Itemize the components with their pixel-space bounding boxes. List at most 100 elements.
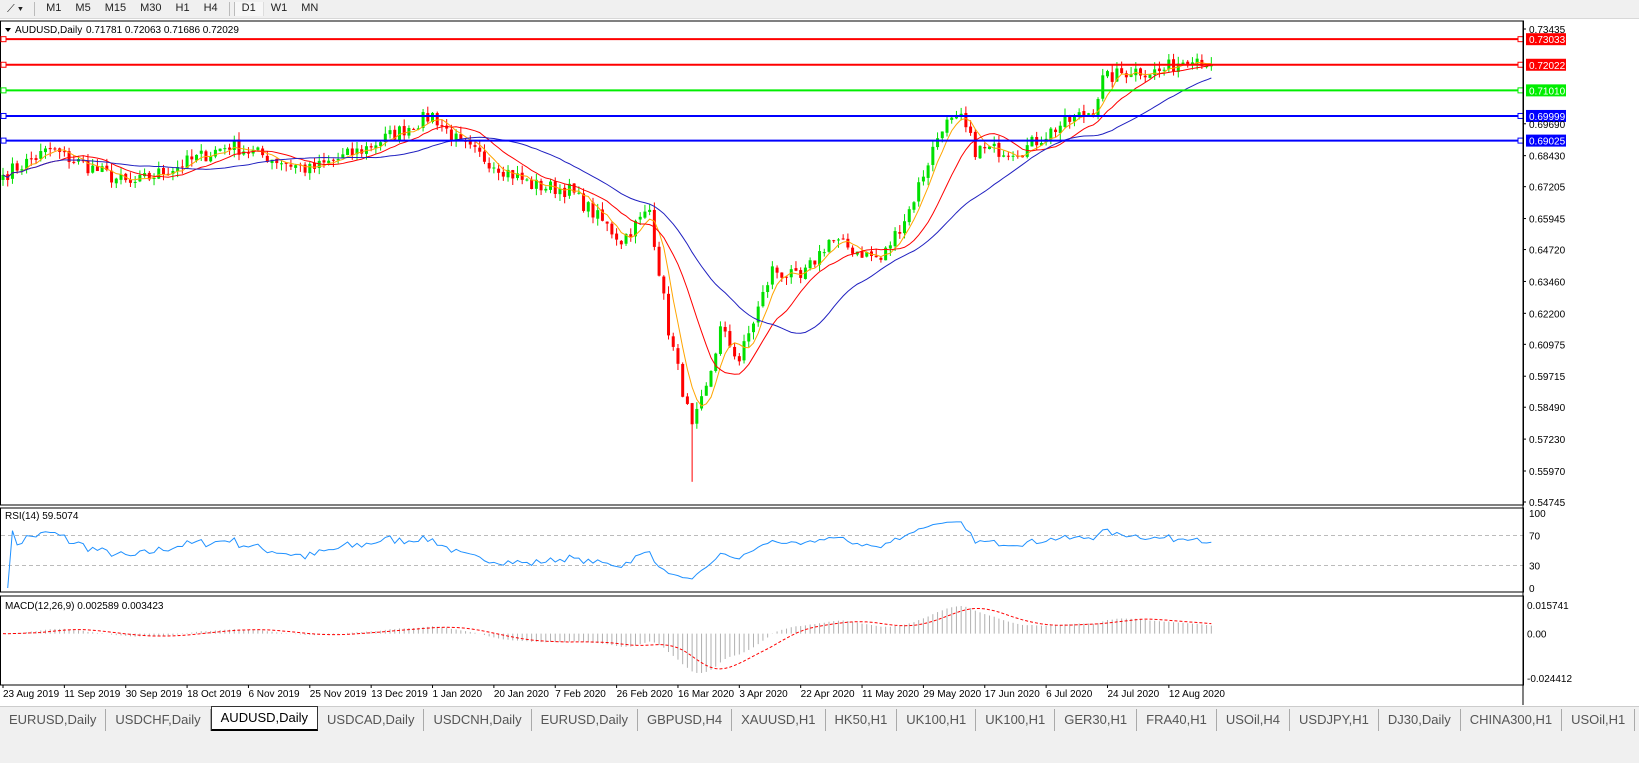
timeframe-m5[interactable]: M5 [75, 2, 91, 14]
candle-body [751, 323, 755, 333]
candle-body [709, 370, 713, 387]
rsi-line [7, 521, 1212, 589]
candle-body [987, 146, 991, 150]
tab-usdcnh-daily[interactable]: USDCNH,Daily [424, 709, 532, 731]
candles [1, 53, 1213, 482]
candle-body [379, 142, 383, 146]
candle-body [473, 145, 477, 147]
candle-body [246, 152, 250, 154]
candle-body [506, 169, 510, 178]
x-tick-label: 11 May 2020 [862, 689, 920, 700]
candle-body [435, 113, 439, 126]
candle-body [940, 131, 944, 139]
tab-hk50-h1[interactable]: HK50,H1 [826, 709, 898, 731]
line-tool-dropdown[interactable]: ⟋ ▾ [7, 2, 24, 15]
rsi-level-label: 0 [1529, 584, 1535, 595]
candle-body [1039, 143, 1043, 146]
tab-eurusd-daily[interactable]: EURUSD,Daily [532, 709, 638, 731]
candle-body [86, 160, 90, 174]
macd-tick-label: -0.024412 [1527, 674, 1572, 685]
timeframe-m1[interactable]: M1 [46, 2, 62, 14]
tab-usdjpy-h1[interactable]: USDJPY,H1 [1290, 709, 1379, 731]
candle-body [218, 148, 222, 151]
tab-scroll-arrows[interactable]: ◂ ▸ [1635, 705, 1639, 731]
candle-body [468, 140, 472, 145]
timeframe-mn[interactable]: MN [301, 2, 319, 14]
timeframe-m15[interactable]: M15 [104, 2, 127, 14]
tab-ger30-h1[interactable]: GER30,H1 [1055, 709, 1138, 731]
candle-body [558, 188, 562, 195]
candle-body [728, 331, 732, 347]
candle-body [445, 125, 449, 129]
candle-body [931, 146, 935, 165]
line-handle [0, 87, 7, 94]
candle-body [114, 178, 118, 184]
tab-uk100-h1[interactable]: UK100,H1 [897, 709, 977, 731]
candle-body [383, 133, 387, 143]
candle-body [1068, 115, 1072, 122]
x-tick-label: 30 Sep 2019 [126, 689, 183, 700]
candle-body [369, 146, 373, 148]
candle-body [180, 166, 184, 168]
tab-usdchf-daily[interactable]: USDCHF,Daily [106, 709, 211, 731]
timeframe-w1[interactable]: W1 [270, 2, 288, 14]
candle-body [681, 363, 685, 397]
candle-body [600, 209, 604, 221]
tab-usoil-h1[interactable]: USOil,H1 [1562, 709, 1636, 731]
timeframe-h4[interactable]: H4 [203, 2, 218, 14]
rsi-panel-frame [0, 507, 1524, 593]
candle-body [657, 246, 661, 276]
tab-audusd-daily[interactable]: AUDUSD,Daily [210, 706, 319, 731]
candle-body [119, 174, 123, 180]
candle-body [874, 255, 878, 258]
candle-body [1153, 69, 1157, 75]
candle-body [1110, 72, 1114, 82]
tab-china300-h1[interactable]: CHINA300,H1 [1461, 709, 1563, 731]
candle-body [346, 148, 350, 156]
candle-body [907, 209, 911, 223]
y-tick-label: 0.64720 [1529, 246, 1566, 257]
candle-body [718, 326, 722, 354]
tab-usoil-h4[interactable]: USOil,H4 [1217, 709, 1291, 731]
timeframe-h1[interactable]: H1 [175, 2, 190, 14]
candle-body [402, 126, 406, 136]
chart-tabs: EURUSD,Daily USDCHF,Daily AUDUSD,Daily USDC… [0, 706, 1639, 731]
candle-body [1096, 99, 1100, 117]
collapse-triangle-icon [5, 28, 11, 32]
candle-body [917, 182, 921, 202]
tab-eurusd-daily[interactable]: EURUSD,Daily [0, 709, 107, 731]
candle-body [615, 233, 619, 240]
timeframe-d1[interactable]: D1 [233, 2, 264, 16]
y-tick-label: 0.54745 [1529, 498, 1566, 509]
candle-body [1162, 69, 1166, 71]
timeframe-m30[interactable]: M30 [140, 2, 162, 14]
candle-body [624, 233, 628, 244]
candle-body [161, 167, 165, 175]
tab-gbpusd-h4[interactable]: GBPUSD,H4 [638, 709, 733, 731]
candle-body [1148, 74, 1152, 78]
tab-uk100-h1[interactable]: UK100,H1 [976, 709, 1056, 731]
candle-body [785, 276, 789, 278]
tab-xauusd-h1[interactable]: XAUUSD,H1 [732, 709, 826, 731]
candle-body [818, 251, 822, 265]
tab-dj30-daily[interactable]: DJ30,Daily [1379, 709, 1461, 731]
candle-body [270, 159, 274, 164]
candle-body [629, 234, 633, 237]
candle-body [350, 148, 354, 156]
candle-body [1129, 74, 1133, 77]
y-tick-label: 0.69690 [1529, 120, 1566, 131]
y-tick-label: 0.63460 [1529, 277, 1566, 288]
rsi-level-label: 70 [1529, 532, 1541, 543]
tab-usdcad-daily[interactable]: USDCAD,Daily [318, 709, 425, 731]
x-tick-label: 3 Apr 2020 [739, 689, 788, 700]
candle-body [879, 257, 883, 260]
candle-body [487, 162, 491, 169]
tab-fra40-h1[interactable]: FRA40,H1 [1137, 709, 1217, 731]
candle-body [497, 168, 501, 173]
y-tick-label: 0.59715 [1529, 372, 1566, 383]
candle-body [841, 238, 845, 240]
candle-body [1030, 136, 1034, 147]
candle-body [846, 238, 850, 248]
candle-body [421, 112, 425, 128]
candle-body [426, 113, 430, 122]
